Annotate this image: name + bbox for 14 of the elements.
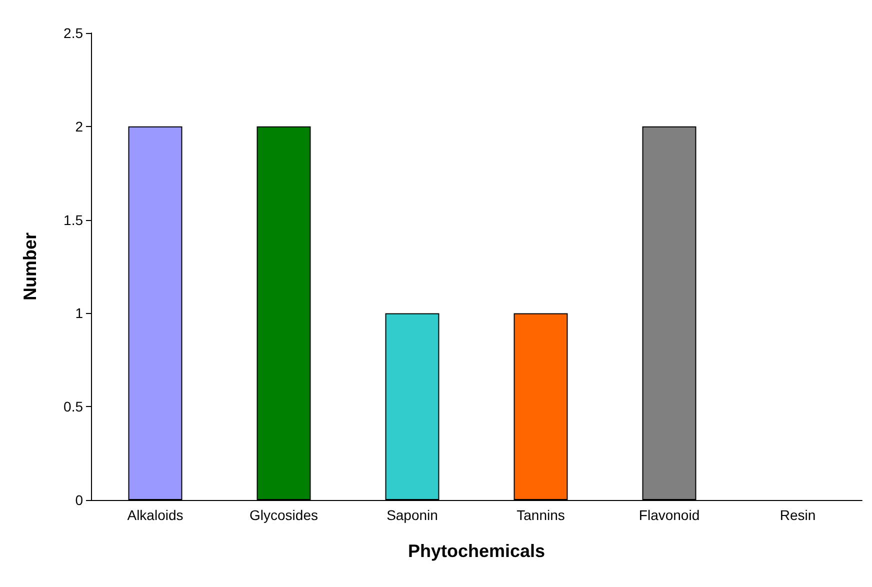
x-tick-label: Saponin — [386, 507, 438, 523]
y-tick-label: 0 — [75, 492, 84, 508]
y-tick-label: 1.5 — [64, 212, 84, 228]
x-tick-label: Tannins — [516, 507, 565, 523]
x-tick-label: Glycosides — [250, 507, 318, 523]
y-tick-label: 0.5 — [64, 398, 84, 415]
x-tick-label: Flavonoid — [638, 507, 700, 523]
y-axis-title: Number — [20, 232, 40, 301]
x-tick-label: Resin — [780, 507, 816, 523]
x-axis-title: Phytochemicals — [408, 541, 546, 561]
x-tick-label: Alkaloids — [127, 507, 184, 523]
y-tick-label: 2.5 — [64, 25, 84, 41]
y-tick-label: 1 — [75, 305, 84, 322]
y-tick-label: 2 — [75, 118, 84, 134]
